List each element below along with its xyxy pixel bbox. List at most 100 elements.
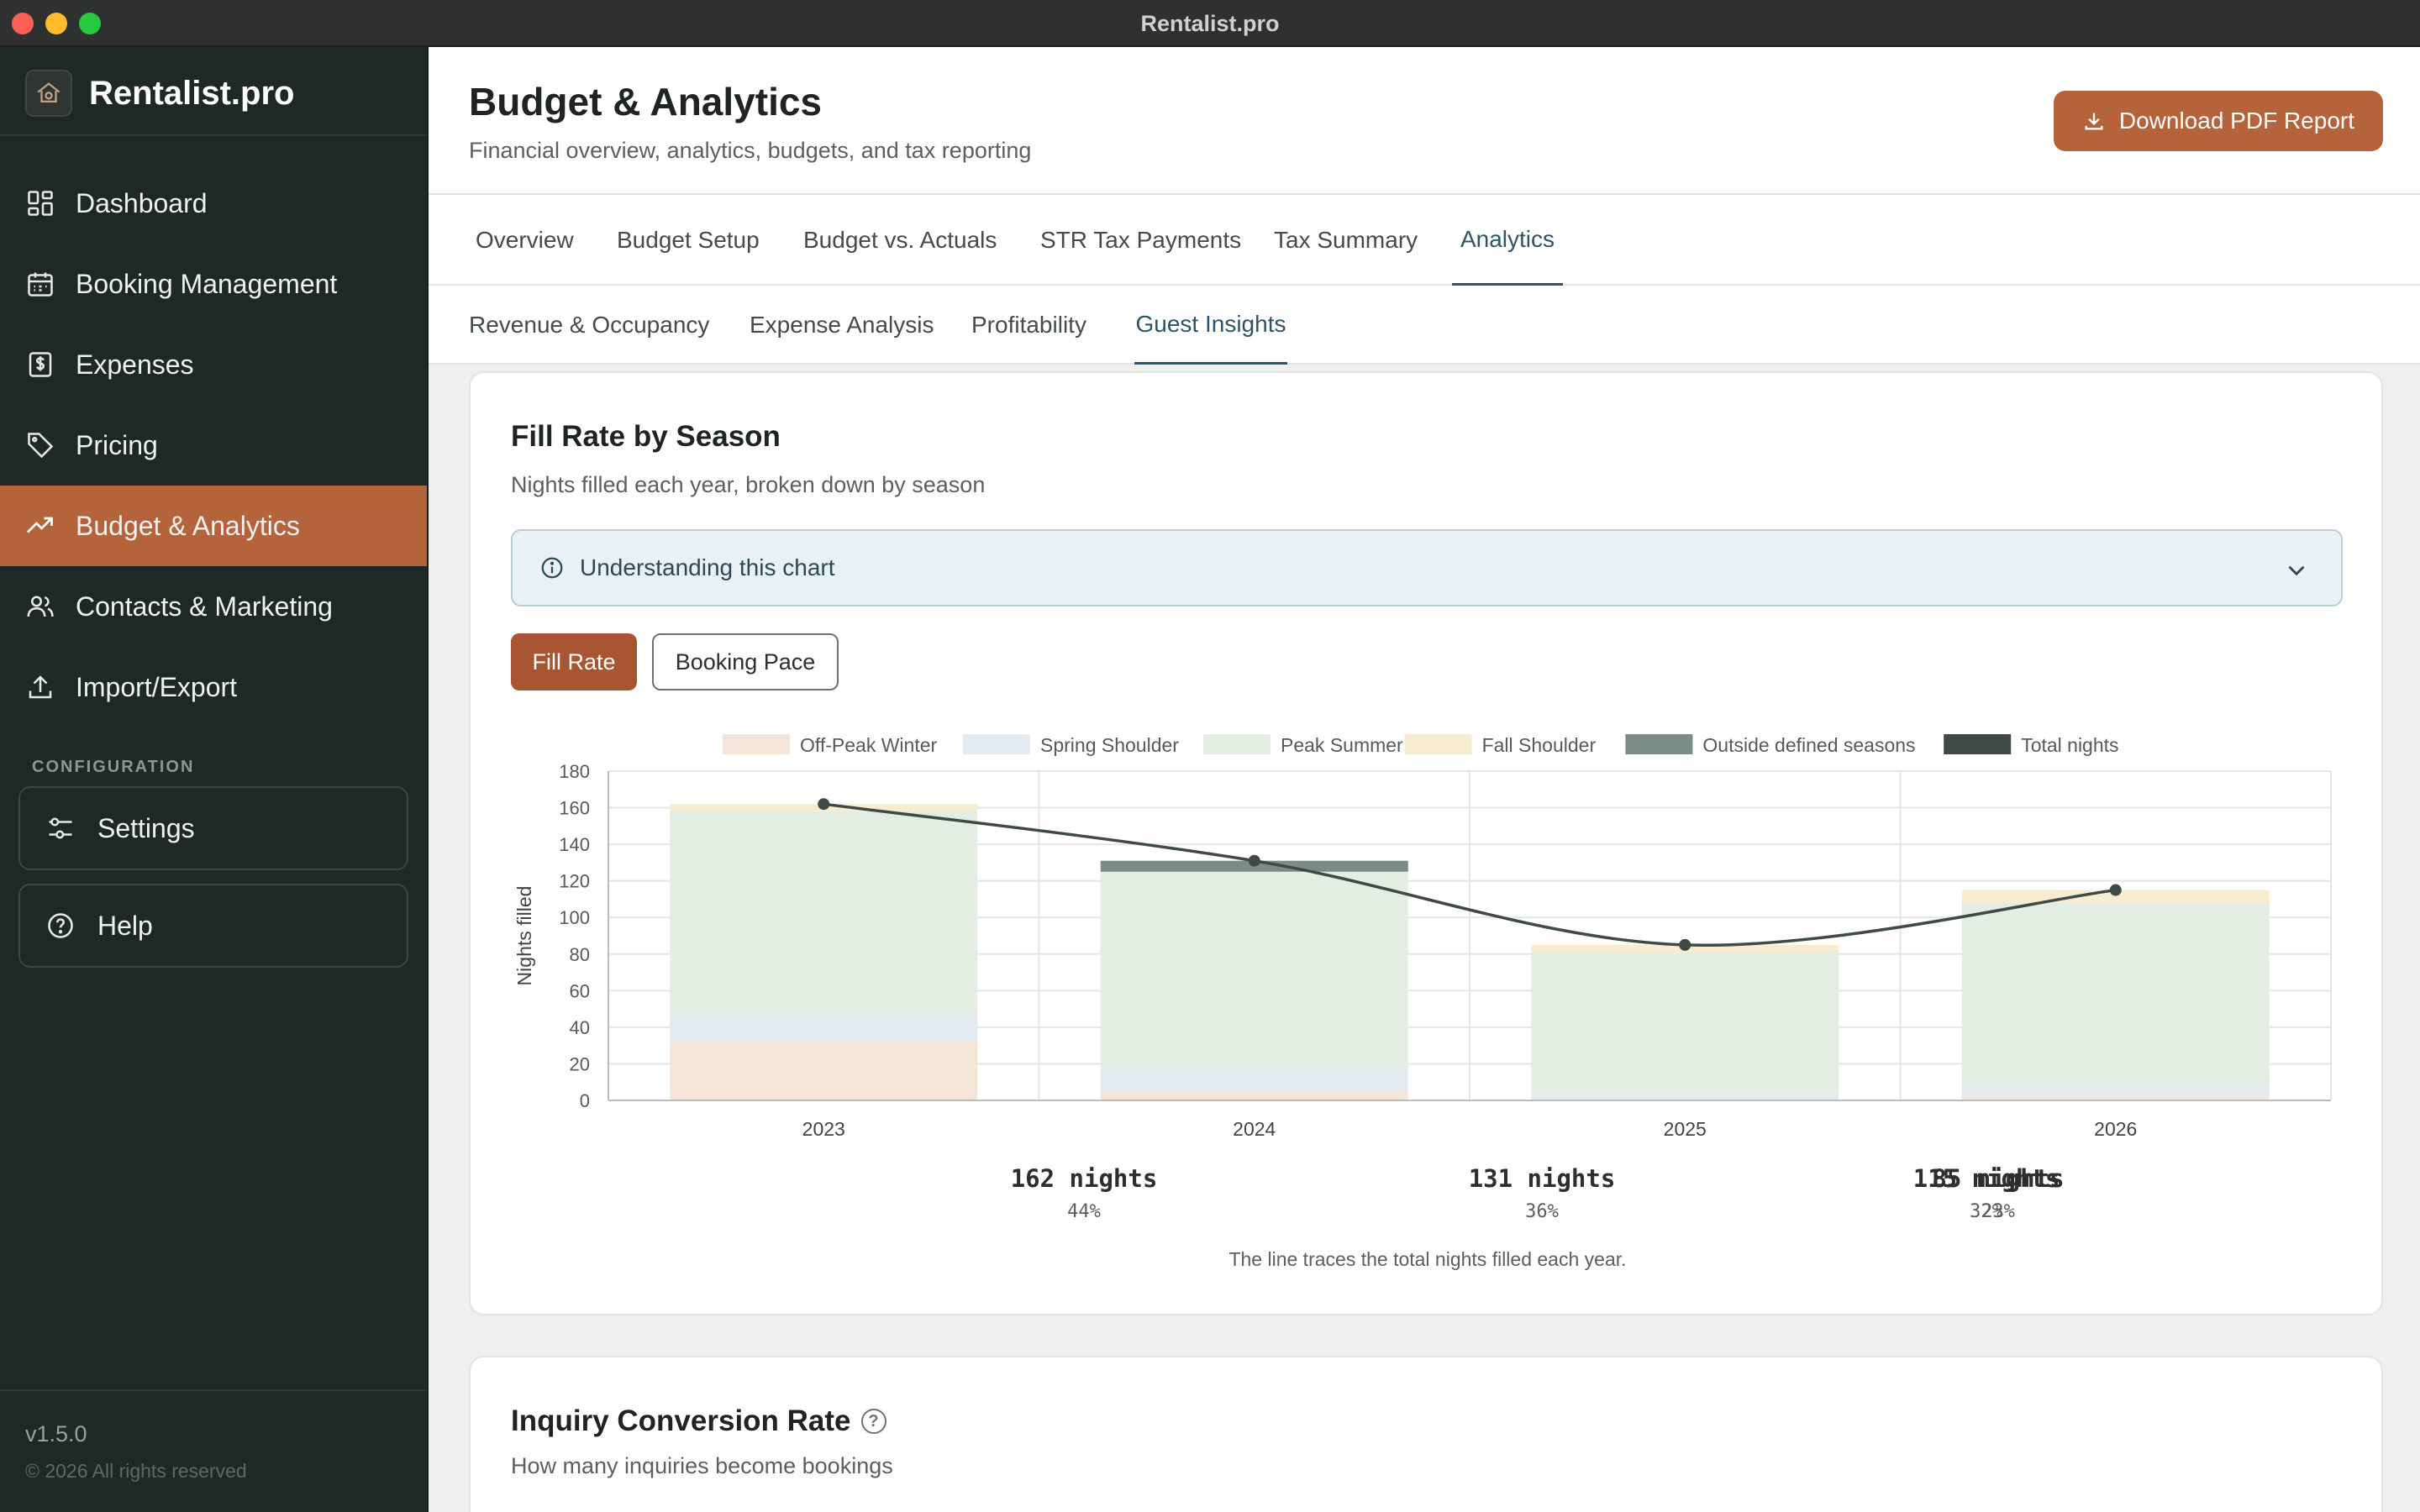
tab-str-tax-payments[interactable]: STR Tax Payments bbox=[1040, 227, 1242, 253]
divider bbox=[0, 134, 427, 136]
total-nights-line bbox=[823, 802, 2116, 948]
total-nights-point bbox=[2109, 884, 2122, 896]
card-title: Fill Rate by Season bbox=[511, 420, 781, 453]
sidebar-item-import-export[interactable]: Import/Export bbox=[0, 647, 427, 727]
divider bbox=[0, 1389, 427, 1391]
configuration-section-label: CONFIGURATION bbox=[32, 758, 195, 776]
close-window-button[interactable] bbox=[12, 13, 34, 34]
sidebar-item-label: Pricing bbox=[76, 429, 158, 460]
bar-segment bbox=[1961, 890, 2270, 903]
card-subtitle: How many inquiries become bookings bbox=[511, 1453, 893, 1478]
bar-segment bbox=[1100, 1065, 1408, 1092]
total-nights-point bbox=[1679, 938, 1691, 951]
sidebar-item-budget-analytics[interactable]: Budget & Analytics bbox=[0, 486, 427, 566]
tab-budget-setup[interactable]: Budget Setup bbox=[617, 227, 760, 253]
sidebar-item-dashboard[interactable]: Dashboard bbox=[0, 163, 427, 244]
calendar-icon bbox=[28, 272, 53, 297]
year-total-nights: 115 nights bbox=[1912, 1164, 2060, 1193]
window-title: Rentalist.pro bbox=[1140, 11, 1280, 36]
page-header: Budget & Analytics Financial overview, a… bbox=[429, 47, 2420, 195]
brand-name: Rentalist.pro bbox=[89, 74, 295, 112]
sidebar-item-label: Expenses bbox=[76, 349, 194, 380]
bar-segment bbox=[1100, 1091, 1408, 1100]
understanding-chart-accordion[interactable]: Understanding this chart bbox=[511, 529, 2343, 606]
year-total: 162 nights 44% bbox=[958, 1164, 1210, 1222]
download-label: Download PDF Report bbox=[2118, 108, 2354, 134]
copyright-text: © 2026 All rights reserved bbox=[25, 1460, 247, 1482]
sliders-icon bbox=[49, 817, 72, 839]
year-total-nights: 131 nights bbox=[1468, 1164, 1616, 1193]
dashboard-icon bbox=[28, 191, 53, 216]
brand-logo-icon bbox=[25, 70, 72, 117]
subtab-profitability[interactable]: Profitability bbox=[971, 312, 1086, 338]
download-pdf-report-button[interactable]: Download PDF Report bbox=[2053, 91, 2383, 151]
bar-segment bbox=[1100, 871, 1408, 1066]
year-total-percent: 23% bbox=[1981, 1201, 2015, 1222]
zoom-window-button[interactable] bbox=[79, 13, 101, 34]
tab-budget-vs-actuals[interactable]: Budget vs. Actuals bbox=[803, 227, 997, 253]
card-subtitle: Nights filled each year, broken down by … bbox=[511, 472, 986, 497]
minimize-window-button[interactable] bbox=[45, 13, 67, 34]
bar-segment bbox=[1961, 902, 2270, 1086]
fill-rate-toggle-button[interactable]: Fill Rate bbox=[511, 633, 637, 690]
fill-rate-card: Fill Rate by Season Nights filled each y… bbox=[469, 371, 2383, 1315]
y-tick-label: 80 bbox=[570, 944, 590, 965]
y-tick-label: 20 bbox=[570, 1053, 590, 1074]
legend-swatch bbox=[1404, 734, 1472, 754]
subtab-guest-insights[interactable]: Guest Insights bbox=[1134, 286, 1287, 365]
subtab-revenue-occupancy[interactable]: Revenue & Occupancy bbox=[469, 312, 710, 338]
sidebar-item-pricing[interactable]: Pricing bbox=[0, 405, 427, 486]
bar-segment bbox=[670, 811, 978, 1013]
y-tick-label: 160 bbox=[559, 798, 590, 819]
sidebar-item-expenses[interactable]: Expenses bbox=[0, 324, 427, 405]
year-total-percent: 44% bbox=[1067, 1201, 1101, 1222]
card-title-text: Inquiry Conversion Rate bbox=[511, 1404, 851, 1437]
tab-tax-summary[interactable]: Tax Summary bbox=[1274, 227, 1418, 253]
users-icon bbox=[27, 596, 54, 617]
sidebar-item-label: Import/Export bbox=[76, 671, 238, 702]
sidebar: Rentalist.pro Dashboard Booking Manageme… bbox=[0, 47, 429, 1512]
tab-overview[interactable]: Overview bbox=[476, 227, 574, 253]
inquiry-conversion-card: Inquiry Conversion Rate ? How many inqui… bbox=[469, 1356, 2383, 1512]
settings-button[interactable]: Settings bbox=[18, 786, 408, 870]
chart-note: The line traces the total nights filled … bbox=[1228, 1248, 1627, 1270]
legend-swatch bbox=[723, 734, 790, 754]
help-label: Help bbox=[97, 910, 153, 941]
analytics-subtabs: Revenue & Occupancy Expense Analysis Pro… bbox=[429, 286, 2420, 365]
x-tick-label: 2025 bbox=[1664, 1118, 1707, 1140]
help-button[interactable]: Help bbox=[18, 884, 408, 968]
legend-label: Outside defined seasons bbox=[1702, 734, 1915, 756]
y-tick-label: 40 bbox=[570, 1017, 590, 1038]
year-total-percent: 36% bbox=[1525, 1201, 1559, 1222]
bar-segment bbox=[1961, 1085, 2270, 1097]
legend-swatch bbox=[1203, 734, 1270, 754]
bar-segment bbox=[1531, 952, 1839, 1094]
fill-rate-chart: Off-Peak Winter Spring Shoulder Peak Summe… bbox=[513, 734, 2332, 1140]
sidebar-item-contacts-marketing[interactable]: Contacts & Marketing bbox=[0, 566, 427, 647]
question-icon[interactable]: ? bbox=[860, 1409, 886, 1434]
sidebar-item-booking-management[interactable]: Booking Management bbox=[0, 244, 427, 324]
chevron-down-icon bbox=[2288, 565, 2305, 576]
legend-label: Spring Shoulder bbox=[1040, 734, 1179, 756]
year-total: 115 nights 32% bbox=[1860, 1164, 2112, 1222]
year-total: 131 nights 36% bbox=[1416, 1164, 1668, 1222]
tab-analytics[interactable]: Analytics bbox=[1452, 195, 1563, 286]
total-nights-point bbox=[818, 798, 830, 811]
primary-tabs: Overview Budget Setup Budget vs. Actuals… bbox=[429, 195, 2420, 286]
sidebar-item-label: Budget & Analytics bbox=[76, 510, 300, 541]
window-titlebar: Rentalist.pro bbox=[0, 0, 2420, 47]
brand[interactable]: Rentalist.pro bbox=[25, 69, 294, 118]
year-total-nights: 85 nights bbox=[1932, 1164, 2065, 1193]
y-tick-label: 0 bbox=[580, 1090, 590, 1111]
sidebar-item-label: Contacts & Marketing bbox=[76, 591, 333, 622]
booking-pace-toggle-button[interactable]: Booking Pace bbox=[652, 633, 839, 690]
bar-segment bbox=[670, 1012, 978, 1042]
x-tick-label: 2023 bbox=[802, 1118, 845, 1140]
accordion-label: Understanding this chart bbox=[580, 554, 835, 580]
year-total: 85 nights 23% bbox=[1872, 1164, 2124, 1222]
subtab-expense-analysis[interactable]: Expense Analysis bbox=[750, 312, 934, 338]
sidebar-item-label: Booking Management bbox=[76, 268, 338, 299]
y-tick-label: 180 bbox=[559, 761, 590, 782]
info-icon bbox=[541, 557, 563, 579]
page-title: Budget & Analytics bbox=[469, 80, 823, 123]
